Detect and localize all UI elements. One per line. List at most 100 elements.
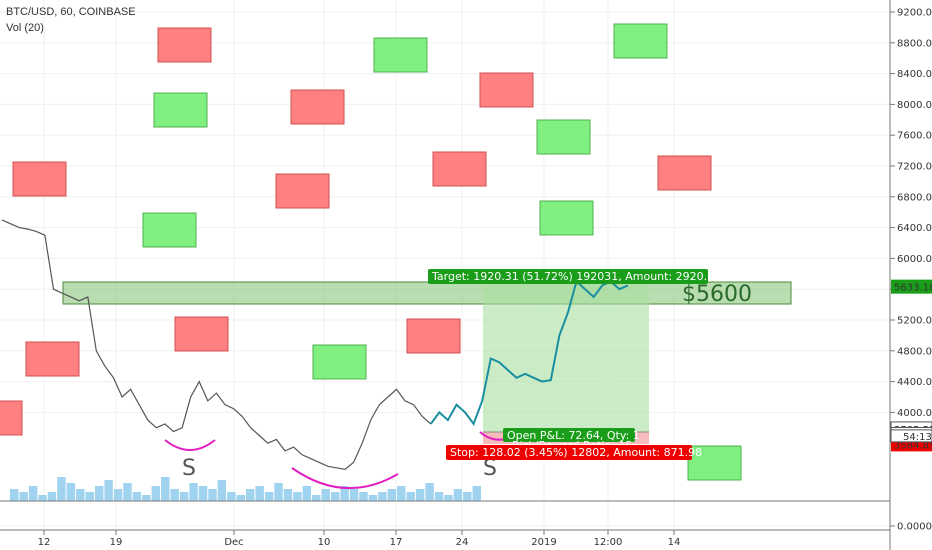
red-decor-rect [479,72,534,108]
y-tick-label: 7200.00 [897,162,932,173]
volume-bar [378,492,387,501]
volume-bar [236,495,245,501]
red-decor-rect [12,161,67,197]
green-decor-rect [687,445,742,481]
price-line [1,219,432,471]
volume-indicator-label: Vol (20) [6,22,44,34]
volume-bar [425,483,434,501]
volume-bar [368,495,378,501]
volume-bar [453,489,463,501]
red-decor-rect [174,316,229,352]
red-decor-rect [275,173,330,209]
red-decor-rect [290,89,345,125]
volume-bar [189,483,198,501]
red-decor-rect [657,155,712,191]
x-tick-label: 14 [668,537,681,548]
volume-bar [47,492,57,501]
volume-bar [151,486,161,501]
volume-bar [434,492,444,501]
volume-bar [293,492,302,501]
y-tick-label: 8400.00 [897,69,932,80]
x-tick-label: Dec [224,537,243,548]
volume-bar [463,492,472,501]
volume-bar [330,492,340,501]
volume-bar [246,489,255,501]
volume-bar [19,492,28,501]
decor-rectangles [0,23,742,481]
x-tick-label: 19 [110,537,123,548]
red-decor-rect [157,27,212,63]
price-tag-text: 5633.18 [894,283,932,294]
y-tick-label: 6400.00 [897,223,932,234]
green-decor-rect [312,344,367,380]
volume-bar [57,477,66,501]
red-decor-rect [25,341,80,377]
arc-middle [291,467,399,490]
chart-symbol-label: BTC/USD, 60, COINBASE [6,6,136,18]
volume-bar [397,486,406,501]
y-tick-label: 4800.00 [897,346,932,357]
volume-bar [132,492,142,501]
volume-bar [208,489,217,501]
green-decor-rect [142,212,197,248]
y-tick-label: 6000.00 [897,254,932,265]
price-tag-box [891,279,932,294]
volume-bar [227,492,236,501]
y-tick-label: 8800.00 [897,38,932,49]
grid [0,0,890,530]
x-axis-ticks: 12 19 Dec 10 17 24 2019 12:00 14 [38,530,681,548]
volume-bar [179,492,189,501]
letter-s-left: S [182,456,196,481]
volume-bar [161,477,170,501]
target-tag-box [428,269,708,284]
red-decor-rect [0,400,23,436]
volume-bar [104,480,113,501]
green-decor-rect [536,119,591,155]
countdown-tag-box [890,429,932,443]
y-tick-label: 6800.00 [897,192,932,203]
y-tick-label: 4400.00 [897,377,932,388]
y-axis-ticks: 9200.00 8800.00 8400.00 8000.00 7600.00 7200.… [890,8,932,533]
arc-left [164,439,216,451]
open-pl-box [503,428,635,442]
volume-bar [198,486,208,501]
volume-bar [321,489,330,501]
volume-bar [312,495,321,501]
x-tick-label: 17 [390,537,403,548]
x-tick-label: 12:00 [594,537,623,548]
letter-s-right: S [483,456,497,481]
y-tick-label: 7600.00 [897,131,932,142]
green-decor-rect [153,92,208,128]
volume-bar [255,486,264,501]
green-decor-rect [539,200,594,236]
y-tick-label: 9200.00 [897,8,932,19]
volume-bar [94,486,104,501]
volume-bar [406,492,415,501]
volume-bar [283,489,293,501]
stop-tag-text: Stop: 128.02 (3.45%) 12802, Amount: 871.… [450,446,702,459]
volume-bar [10,489,19,501]
volume-bar [264,492,274,501]
price-line-projection [429,279,629,426]
volume-bar [113,489,123,501]
volume-bar [302,486,312,501]
volume-bar [472,486,481,501]
volume-bar [66,483,76,501]
x-tick-label: 2019 [531,537,556,548]
stop-tag-box [446,445,692,460]
volume-bar [170,489,179,501]
volume-bar [274,483,283,501]
volume-bar [444,495,453,501]
red-decor-rect [406,318,461,354]
volume-bar [415,489,425,501]
volume-bar [123,483,132,501]
profit-zone [483,282,649,432]
y-tick-label: 8000.00 [897,100,932,111]
volume-bar [359,492,368,501]
target-tag-text: Target: 1920.31 (51.72%) 192031, Amount:… [431,270,721,283]
volume-bar [76,489,85,501]
x-tick-label: 10 [318,537,331,548]
x-tick-label: 12 [38,537,51,548]
